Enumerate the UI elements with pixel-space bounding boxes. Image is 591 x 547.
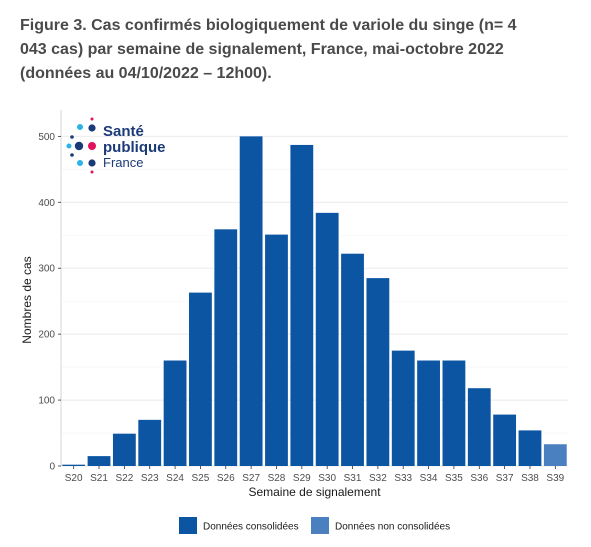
bar-S38-consolidees bbox=[518, 430, 542, 466]
x-tick-label: S23 bbox=[141, 473, 159, 484]
logo-dot bbox=[70, 135, 74, 139]
logo-dot bbox=[70, 153, 74, 157]
logo-dot bbox=[88, 124, 96, 132]
bar-S25-consolidees bbox=[189, 292, 212, 466]
bars bbox=[62, 136, 567, 467]
legend-swatch-non-consolidees bbox=[311, 517, 329, 534]
legend-label-consolidees: Données consolidées bbox=[203, 522, 299, 533]
x-tick-label: S24 bbox=[166, 473, 184, 484]
x-axis-ticks: S20 S21 S22 S23 S24 S25 S26 S27 S28 S29 S30 S31 S32 S… bbox=[65, 466, 565, 484]
bar-S36-consolidees bbox=[467, 388, 491, 466]
x-tick-label: S21 bbox=[90, 473, 108, 484]
x-tick-label: S22 bbox=[115, 473, 133, 484]
y-tick-label: 100 bbox=[38, 396, 55, 407]
x-tick-label: S36 bbox=[470, 473, 488, 484]
x-tick-label: S25 bbox=[192, 473, 210, 484]
x-tick-label: S37 bbox=[496, 473, 514, 484]
logo-dot bbox=[88, 142, 96, 150]
logo-dot bbox=[88, 159, 96, 167]
bar-S27-consolidees bbox=[239, 136, 263, 467]
x-tick-label: S35 bbox=[445, 473, 463, 484]
bar-S26-consolidees bbox=[214, 229, 238, 466]
bar-S21-consolidees bbox=[87, 456, 111, 466]
x-tick-label: S31 bbox=[344, 473, 362, 484]
legend-swatch-consolidees bbox=[179, 517, 197, 534]
x-tick-label: S39 bbox=[546, 473, 564, 484]
sante-publique-france-logo: Santé publique France bbox=[66, 117, 166, 174]
bar-S22-consolidees bbox=[112, 433, 136, 466]
x-tick-label: S28 bbox=[268, 473, 286, 484]
bar-S37-consolidees bbox=[493, 414, 517, 466]
x-tick-label: S30 bbox=[318, 473, 336, 484]
logo-dot bbox=[77, 160, 83, 166]
logo-line-1: Santé bbox=[103, 123, 144, 140]
x-tick-label: S20 bbox=[65, 473, 83, 484]
x-tick-label: S34 bbox=[420, 473, 438, 484]
logo-dot bbox=[74, 141, 84, 151]
x-axis-title: Semaine de signalement bbox=[248, 485, 381, 499]
chart-title: Figure 3. Cas confirmés biologiquement d… bbox=[20, 17, 517, 82]
bar-S29-consolidees bbox=[290, 144, 314, 466]
logo-dot bbox=[90, 117, 94, 121]
y-tick-label: 400 bbox=[38, 198, 55, 209]
x-tick-label: S33 bbox=[394, 473, 412, 484]
y-tick-label: 0 bbox=[49, 462, 55, 473]
x-tick-label: S27 bbox=[242, 473, 260, 484]
logo-line-3: France bbox=[103, 155, 143, 170]
x-tick-label: S38 bbox=[521, 473, 539, 484]
x-tick-label: S26 bbox=[217, 473, 235, 484]
legend-label-non-consolidees: Données non consolidées bbox=[335, 522, 450, 533]
y-tick-label: 200 bbox=[38, 330, 55, 341]
bar-S33-consolidees bbox=[391, 350, 415, 466]
logo-dot bbox=[90, 170, 94, 174]
bar-S32-consolidees bbox=[366, 278, 390, 466]
bar-S34-consolidees bbox=[417, 360, 440, 466]
logo-line-2: publique bbox=[103, 139, 166, 156]
y-axis-title: Nombres de cas bbox=[20, 256, 34, 343]
bar-S31-consolidees bbox=[341, 253, 364, 466]
y-tick-label: 500 bbox=[38, 132, 55, 143]
x-tick-label: S29 bbox=[293, 473, 311, 484]
bar-S24-consolidees bbox=[163, 360, 187, 466]
bar-S28-consolidees bbox=[265, 234, 288, 466]
y-axis-ticks: 0 100 200 300 400 500 bbox=[38, 132, 61, 473]
bar-S35-consolidees bbox=[442, 360, 466, 466]
bar-S23-consolidees bbox=[138, 419, 162, 466]
legend: Données consolidées Données non consolidé… bbox=[179, 517, 450, 534]
bar-S20-consolidees bbox=[62, 464, 86, 466]
logo-dot bbox=[66, 143, 72, 149]
bar-S30-consolidees bbox=[315, 212, 339, 466]
logo-dot bbox=[77, 124, 83, 130]
bar-S39-non-consolidees bbox=[543, 444, 567, 466]
x-tick-label: S32 bbox=[369, 473, 387, 484]
y-tick-label: 300 bbox=[38, 264, 55, 275]
